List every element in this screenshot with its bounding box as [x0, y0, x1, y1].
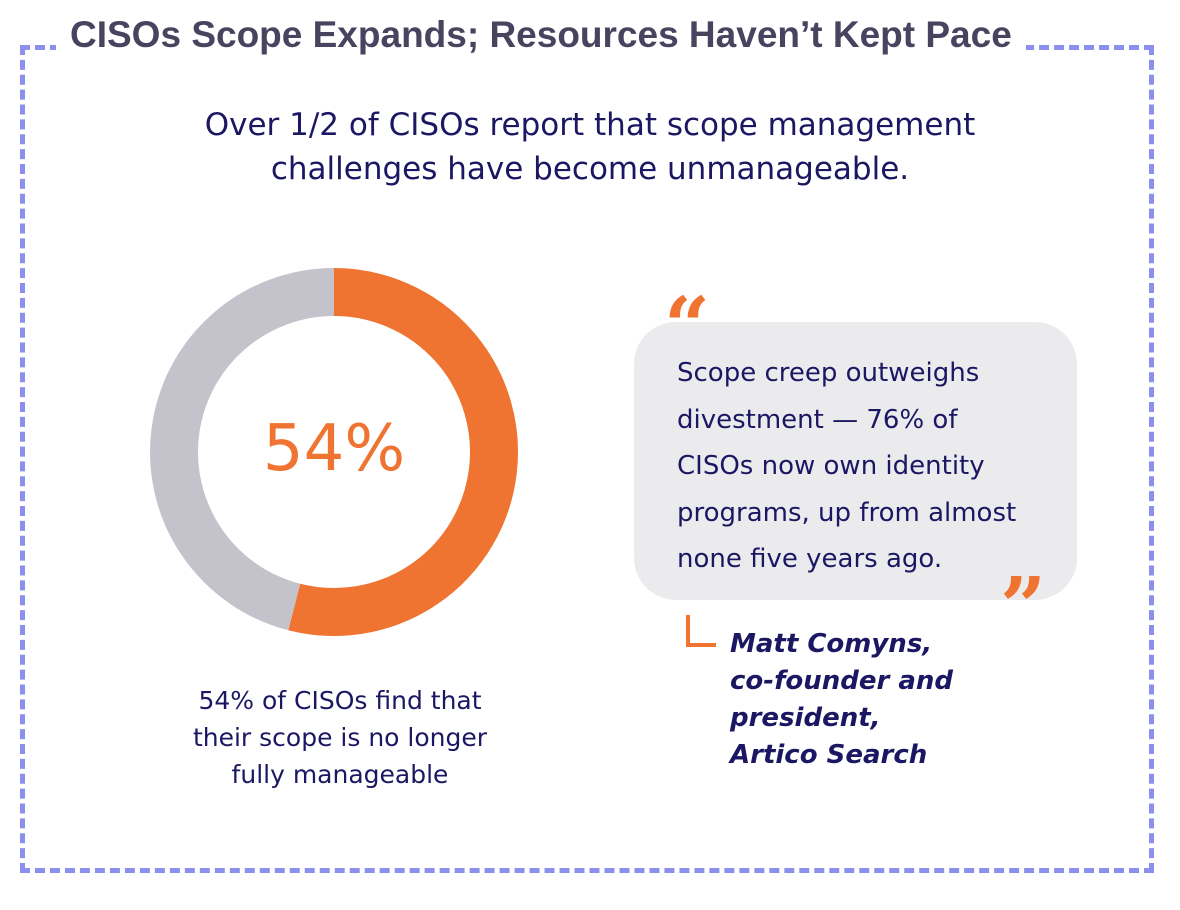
attribution-bracket-icon [686, 615, 716, 647]
subtitle-line: Over 1/2 of CISOs report that scope mana… [204, 107, 976, 143]
caption-line: their scope is no longer [192, 723, 488, 752]
quote-line: programs, up from almost [677, 497, 1017, 528]
quote-line: CISOs now own identity [677, 451, 985, 481]
close-quote-icon: ” [1000, 559, 1047, 653]
donut-slice-1 [288, 268, 518, 636]
quote-attribution: Matt Comyns, co-founder and president, A… [730, 626, 953, 774]
attribution-line: co-founder and [730, 666, 954, 696]
donut-center-label: 54% [262, 412, 406, 486]
open-quote-icon: “ [664, 279, 711, 373]
quote-line: Scope creep outweighs [677, 358, 980, 388]
subtitle: Over 1/2 of CISOs report that scope mana… [0, 103, 1180, 191]
quote-text: Scope creep outweighs divestment — 76% o… [677, 350, 1057, 583]
chart-caption: 54% of CISOs find that their scope is no… [150, 682, 530, 793]
attribution-line: Matt Comyns, [730, 629, 933, 659]
subtitle-line: challenges have become unmanageable. [270, 151, 910, 187]
donut-chart [150, 268, 518, 636]
quote-bubble [634, 322, 1077, 600]
page-title: CISOs Scope Expands; Resources Haven’t K… [56, 14, 1026, 56]
quote-line: none five years ago. [677, 544, 943, 574]
attribution-line: president, [730, 703, 881, 733]
attribution-line: Artico Search [730, 740, 928, 770]
caption-line: fully manageable [231, 760, 449, 789]
donut-slice-2 [150, 268, 335, 631]
quote-line: divestment — 76% of [677, 404, 958, 435]
caption-line: 54% of CISOs find that [198, 686, 482, 715]
